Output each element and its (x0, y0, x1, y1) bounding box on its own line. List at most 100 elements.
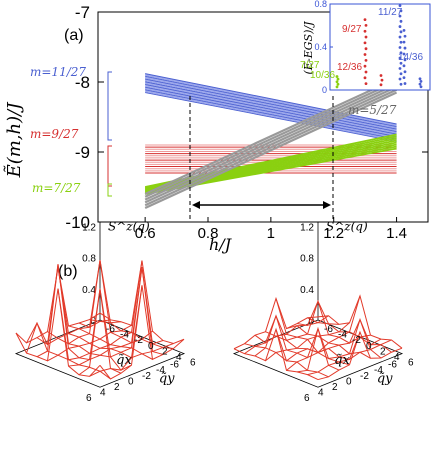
series-label: m=5/27 (348, 103, 397, 117)
surface-line (47, 331, 132, 371)
x-axis-ticks: 0.6 0.8 1 1.2 1.4 (135, 217, 407, 242)
energy-lines (144, 73, 398, 209)
surface-line (286, 325, 371, 359)
series-line-blue (145, 82, 397, 133)
inset-point (399, 61, 403, 65)
x-tick-label: 0.8 (198, 225, 219, 242)
qx-tick-label: -4 (338, 330, 347, 341)
series-line-blue (145, 87, 397, 138)
inset-point (363, 41, 367, 45)
series-line-blue (145, 84, 397, 136)
inset-point (398, 35, 402, 39)
inset-point (379, 83, 383, 87)
qx-tick-label: -6 (324, 324, 333, 335)
z-tick-label: 1.2 (300, 222, 314, 233)
qy-tick-label: -4 (156, 365, 165, 376)
inset-point (398, 4, 402, 8)
y-axis-label: Ẽ(m,h)/J (3, 101, 25, 179)
qy-tick-label: 0 (346, 376, 352, 387)
series-label: m=11/27 (30, 65, 86, 79)
inset-point (379, 74, 383, 77)
arrow-head-left (192, 201, 200, 209)
series-bracket (107, 145, 112, 187)
series-label: m=7/27 (32, 181, 81, 195)
surface-line (15, 288, 101, 377)
inset-point (364, 70, 368, 74)
series-line-blue (145, 78, 397, 130)
inset-point (399, 51, 403, 55)
series-line-blue (145, 88, 397, 139)
qx-label: q̃x (334, 353, 350, 368)
qy-label: q̃y (159, 372, 175, 387)
z-tick-label: 0.4 (82, 285, 96, 296)
inset-point (336, 82, 340, 86)
qx-tick-label: 4 (394, 352, 400, 363)
arrow-head-right (323, 201, 331, 209)
inset-point (403, 82, 407, 85)
surface-line (265, 331, 350, 366)
inset-point (402, 52, 406, 56)
inset-point (403, 58, 407, 62)
inset-point (363, 18, 367, 21)
inset-point (398, 56, 402, 60)
inset-point (336, 77, 340, 81)
inset-point (399, 82, 403, 86)
qy-tick-label: -2 (142, 371, 151, 382)
qy-tick-label: 0 (128, 376, 134, 387)
inset-point (364, 35, 368, 39)
panel-a-label: (a) (64, 27, 84, 44)
series-line-blue (145, 77, 397, 129)
inset-point (403, 34, 407, 38)
inset-tick-label: 0.8 (314, 0, 327, 9)
series-line-blue (145, 73, 397, 125)
plot-frame (97, 11, 429, 223)
y-tick-label: -10 (65, 213, 90, 232)
surface-line (78, 260, 164, 355)
qy-tick-label: 2 (114, 382, 120, 393)
series-line-blue (145, 76, 397, 128)
inset-tick-label: 0 (322, 85, 327, 95)
inset-point (403, 70, 407, 74)
series-line-blue (145, 90, 397, 141)
inset-point (335, 85, 339, 89)
inset-point (364, 24, 368, 27)
qy-tick-label: 4 (100, 388, 106, 399)
series-line-blue (145, 83, 397, 134)
series-line-gray (144, 85, 398, 204)
inset-point (398, 46, 402, 49)
series-line-blue (145, 75, 397, 127)
surface-line (26, 321, 111, 380)
qx-tick-label: -2 (134, 335, 143, 346)
inset-point (363, 76, 367, 80)
series-bracket (107, 183, 112, 197)
series-line-blue (145, 74, 397, 127)
qx-tick-label: 0 (148, 341, 154, 352)
qx-tick-label: 2 (162, 346, 168, 357)
inset-point (335, 80, 339, 84)
inset-annotation: 10/36 (310, 70, 335, 81)
qy-tick-label: 6 (86, 393, 92, 404)
inset-annotation: 12/36 (337, 62, 362, 73)
inset-y-label: (E-EGS)/J (302, 21, 315, 75)
inset-point (364, 47, 368, 51)
qx-tick-label: 6 (408, 358, 414, 369)
qy-tick-label: 2 (332, 382, 338, 393)
z-axis-label: S^z(q) (108, 219, 150, 233)
inset-point (398, 67, 402, 70)
inset-point (419, 85, 423, 89)
series-line-gray (144, 83, 398, 201)
inset-point (418, 82, 422, 86)
series-label: m=9/27 (30, 127, 79, 141)
inset-point (399, 9, 403, 13)
inset-point (398, 14, 402, 18)
series-line-green (144, 139, 397, 191)
inset-annotation: 11/27 (378, 7, 403, 18)
surface-plot-right: 00.40.81.2 S^z(q)-6-6-4-4-2-200224466q̃xq… (232, 219, 414, 404)
series-line-gray (144, 88, 398, 207)
inset-annotation: 14/36 (398, 52, 423, 63)
inset-point (363, 53, 367, 56)
surface-line (233, 327, 319, 381)
x-tick-label: 1.2 (323, 225, 344, 242)
